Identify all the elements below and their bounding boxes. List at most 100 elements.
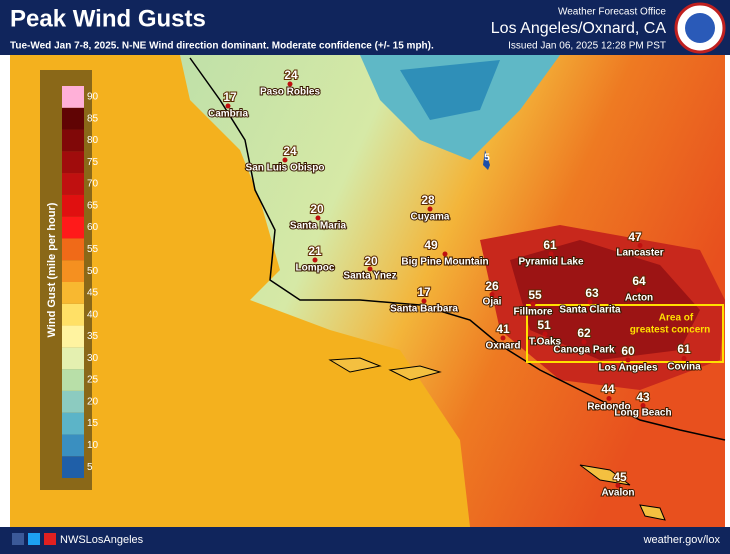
legend-tick-label: 10 [87,440,99,451]
city-name: Lancaster [616,248,663,259]
city-value: 49 [424,238,438,252]
legend-swatch [62,412,84,435]
city-dot [606,396,612,401]
legend-tick-label: 35 [87,331,99,342]
city-dot [225,103,231,109]
legend-tick-label: 40 [87,309,99,320]
city-name: Canoga Park [553,345,615,356]
annotation: greatest concern [630,325,711,336]
islands [328,357,666,521]
legend-tick-label: 5 [87,462,93,473]
legend-tick-label: 60 [87,222,99,233]
legend-swatch [62,260,84,282]
city-name: Los Angeles [598,363,658,374]
legend-swatch [62,173,84,195]
city-value: 21 [308,244,322,258]
city-value: 61 [543,238,557,252]
city-value: 24 [283,144,297,158]
legend-swatch [62,151,84,174]
city-dot [312,257,318,263]
city-value: 47 [628,230,642,244]
city-name: Redondo [587,402,630,413]
city-dot [637,243,643,248]
city-value: 20 [310,202,324,216]
city-dot [500,335,506,341]
land [180,55,725,527]
facebook-icon [12,533,24,545]
city-name: Big Pine Mountain [401,257,488,268]
legend-tick-label: 55 [87,244,99,255]
city-value: 17 [223,90,237,104]
lowest-wind-area [400,60,500,120]
city-value: 64 [632,274,646,288]
city-name: Oxnard [485,341,520,352]
legend-swatch [62,282,84,304]
legend-tick-label: 90 [87,92,99,103]
city-name: Pyramid Lake [518,257,583,268]
legend-swatch [62,456,84,478]
city-dot [530,301,536,307]
city-name: Ojai [483,297,502,308]
city-dot [315,215,321,221]
legend-tick-label: 80 [87,135,99,146]
city-value: 43 [636,390,650,404]
city-name: Acton [625,293,653,304]
legend-tick-label: 50 [87,266,99,277]
city-dot [542,331,548,337]
youtube-icon [44,533,56,545]
legend-swatch [62,194,84,217]
title: Peak Wind Gusts [10,5,206,32]
city-value: 44 [601,382,615,396]
city-dot [421,298,427,304]
city-dot [615,483,621,488]
legend-tick-label: 30 [87,353,99,364]
legend-swatch [62,390,84,413]
city-name: Santa Clarita [559,305,621,316]
legend-swatch [62,325,84,348]
social-handle: NWSLosAngeles [60,534,144,546]
legend-tick-label: 25 [87,375,99,386]
concern-box [526,304,724,363]
highway-number: 5 [484,153,490,164]
legend-swatch [62,107,84,130]
subtitle: Tue-Wed Jan 7-8, 2025. N-NE Wind directi… [10,41,434,52]
city-value: 51 [537,318,551,332]
city-value: 63 [585,286,599,300]
office-location: Los Angeles/Oxnard, CA [491,20,667,37]
legend-swatch [62,129,84,152]
city-value: 24 [284,68,298,82]
legend-label: Wind Gust (mile per hour) [46,202,58,337]
city-dot [587,299,593,305]
city-dot [427,206,433,212]
legend-tick-label: 20 [87,396,99,407]
city-name: Cuyama [411,212,450,223]
city-value: 61 [677,342,691,356]
city-value: 17 [417,285,431,299]
legend-swatch [62,369,84,391]
city-dot [367,266,373,272]
city-dot [282,157,288,163]
city-dot [636,287,642,293]
city-value: 41 [496,322,510,336]
issued: Issued Jan 06, 2025 12:28 PM PST [508,41,666,52]
city-name: Covina [667,362,701,373]
city-value: 28 [421,193,435,207]
city-value: 20 [364,254,378,268]
city-name: Santa Maria [290,221,347,232]
legend-tick-label: 65 [87,200,99,211]
legend-swatch [62,347,84,370]
legend-swatch [62,216,84,239]
city-name: T.Oaks [529,337,562,348]
coastline [189,57,726,441]
legend-tick-label: 45 [87,288,99,299]
city-name: Cambria [208,109,248,120]
city-name: Santa Barbara [390,304,458,315]
nws-logo-inner [685,13,715,43]
legend-swatch [62,86,84,108]
city-name: Avalon [602,488,635,499]
highway-shield [483,150,490,170]
city-dot [287,81,293,87]
city-name: Paso Robles [260,87,320,98]
